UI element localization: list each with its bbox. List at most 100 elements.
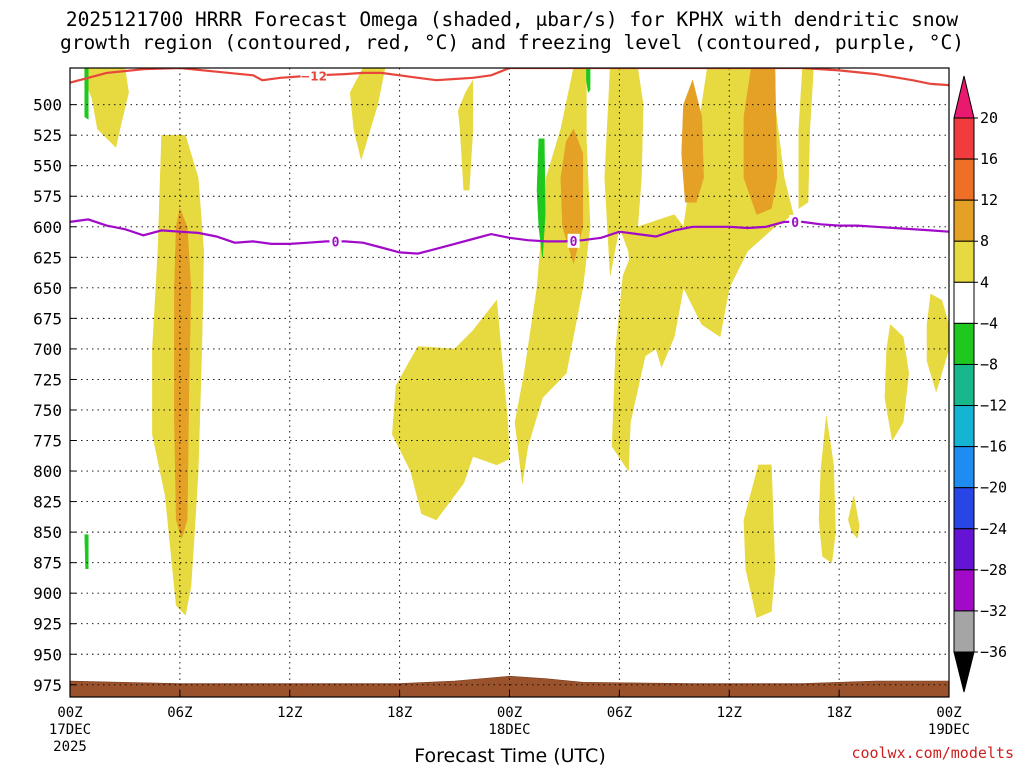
xtick-year-0: 2025: [53, 739, 87, 755]
colorbar-label-5: −4: [980, 314, 998, 332]
colorbar-bin-3: [953, 199, 975, 242]
colorbar-label-11: −28: [980, 561, 1007, 579]
omega-region-4: [457, 79, 474, 191]
dendritic-contour-label: −12: [300, 70, 327, 84]
y-axis: 500 525 550 575 600 625 650 675 700 725 750 775 800 8…: [33, 96, 76, 695]
freezing-contour-label-2: 0: [791, 216, 799, 231]
xtick-label-1: 06Z: [167, 705, 192, 721]
xtick-label-0: 00Z: [57, 705, 82, 721]
ytick-label-825: 825: [33, 493, 62, 512]
colorbar-label-13: −36: [980, 643, 1007, 661]
omega-shading: [84, 68, 949, 618]
gridlines: [70, 68, 949, 697]
colorbar-bin-2: [953, 158, 975, 201]
colorbar-label-12: −32: [980, 602, 1007, 620]
xtick-label-6: 12Z: [717, 705, 742, 721]
ytick-label-650: 650: [33, 279, 62, 298]
ytick-label-975: 975: [33, 676, 62, 695]
freezing-label-bg-2: [789, 214, 802, 229]
omega-region-14: [926, 293, 949, 393]
xtick-label-4: 00Z: [497, 705, 522, 721]
freezing-contour-label-0: 0: [332, 235, 340, 250]
colorbar-bin-4: [953, 240, 975, 283]
colorbar-bin-5: [953, 281, 975, 324]
ytick-label-750: 750: [33, 401, 62, 420]
colorbar-label-10: −24: [980, 520, 1007, 538]
omega-region-16: [818, 416, 836, 564]
xtick-label-8: 00Z: [936, 705, 961, 721]
colorbar-label-1: 16: [980, 150, 998, 168]
ytick-label-700: 700: [33, 340, 62, 359]
omega-region-2: [174, 207, 192, 540]
colorbar-label-9: −20: [980, 479, 1007, 497]
contours: −12 0 0 0: [70, 68, 949, 255]
omega-region-6: [514, 68, 591, 484]
ytick-label-500: 500: [33, 96, 62, 115]
omega-region-0: [84, 68, 129, 148]
colorbar-label-2: 12: [980, 191, 998, 209]
ytick-label-850: 850: [33, 523, 62, 542]
freezing-label-bg-0: [329, 234, 342, 249]
omega-region-11: [743, 68, 778, 215]
dendritic-label-bg: [300, 68, 327, 83]
omega-region-19: [536, 138, 546, 258]
omega-region-3: [349, 68, 386, 161]
xtick-label-3: 18Z: [387, 705, 412, 721]
colorbar: 20 16 12 8 4 −4 −8 −12 −16 −20 −24 −28 −32 −36: [953, 75, 1007, 693]
freezing-label-bg-1: [567, 233, 580, 248]
x-axis-title: Forecast Time (UTC): [414, 745, 606, 767]
ytick-label-900: 900: [33, 584, 62, 603]
omega-region-10: [681, 79, 704, 203]
ytick-label-525: 525: [33, 126, 62, 145]
ytick-label-575: 575: [33, 187, 62, 206]
freezing-contour-line: [70, 218, 949, 255]
freezing-contour-label-1: 0: [570, 235, 578, 250]
colorbar-bin-10: [953, 487, 975, 530]
xtick-label-7: 18Z: [826, 705, 851, 721]
colorbar-bin-11: [953, 528, 975, 571]
colorbar-bin-12: [953, 569, 975, 612]
omega-region-18: [84, 68, 89, 120]
colorbar-label-0: 20: [980, 109, 998, 127]
omega-region-12: [798, 68, 814, 209]
omega-region-13: [884, 323, 909, 442]
ytick-label-950: 950: [33, 645, 62, 664]
xtick-date-4: 18DEC: [488, 722, 530, 738]
colorbar-top-cap: [953, 75, 975, 119]
ytick-label-550: 550: [33, 157, 62, 176]
colorbar-bottom-cap: [953, 651, 975, 693]
omega-region-20: [586, 68, 591, 94]
ytick-label-775: 775: [33, 432, 62, 451]
omega-region-15: [743, 464, 776, 618]
xtick-label-2: 12Z: [277, 705, 302, 721]
ytick-label-675: 675: [33, 309, 62, 328]
colorbar-bin-8: [953, 405, 975, 448]
ytick-label-725: 725: [33, 370, 62, 389]
dendritic-contour-line: [70, 68, 949, 87]
omega-region-17: [848, 495, 860, 539]
colorbar-label-4: 4: [980, 273, 989, 291]
colorbar-bin-7: [953, 363, 975, 407]
ytick-label-875: 875: [33, 554, 62, 573]
colorbar-label-3: 8: [980, 232, 989, 250]
colorbar-label-6: −8: [980, 355, 998, 373]
colorbar-bin-1: [953, 117, 975, 160]
xtick-date-8: 19DEC: [928, 722, 970, 738]
xtick-label-5: 06Z: [607, 705, 632, 721]
chart-title: 2025121700 HRRR Forecast Omega (shaded, …: [60, 8, 964, 54]
ytick-label-925: 925: [33, 615, 62, 634]
colorbar-bin-13: [953, 610, 975, 653]
colorbar-bin-9: [953, 446, 975, 489]
colorbar-label-8: −16: [980, 438, 1007, 456]
colorbar-bin-6: [953, 322, 975, 365]
omega-region-21: [84, 534, 89, 570]
ytick-label-800: 800: [33, 462, 62, 481]
omega-region-9: [611, 238, 651, 472]
colorbar-label-7: −12: [980, 397, 1007, 415]
ytick-label-600: 600: [33, 218, 62, 237]
xtick-date-0: 17DEC: [49, 722, 91, 738]
credit-text: coolwx.com/modelts: [851, 744, 1014, 762]
ytick-label-625: 625: [33, 248, 62, 267]
